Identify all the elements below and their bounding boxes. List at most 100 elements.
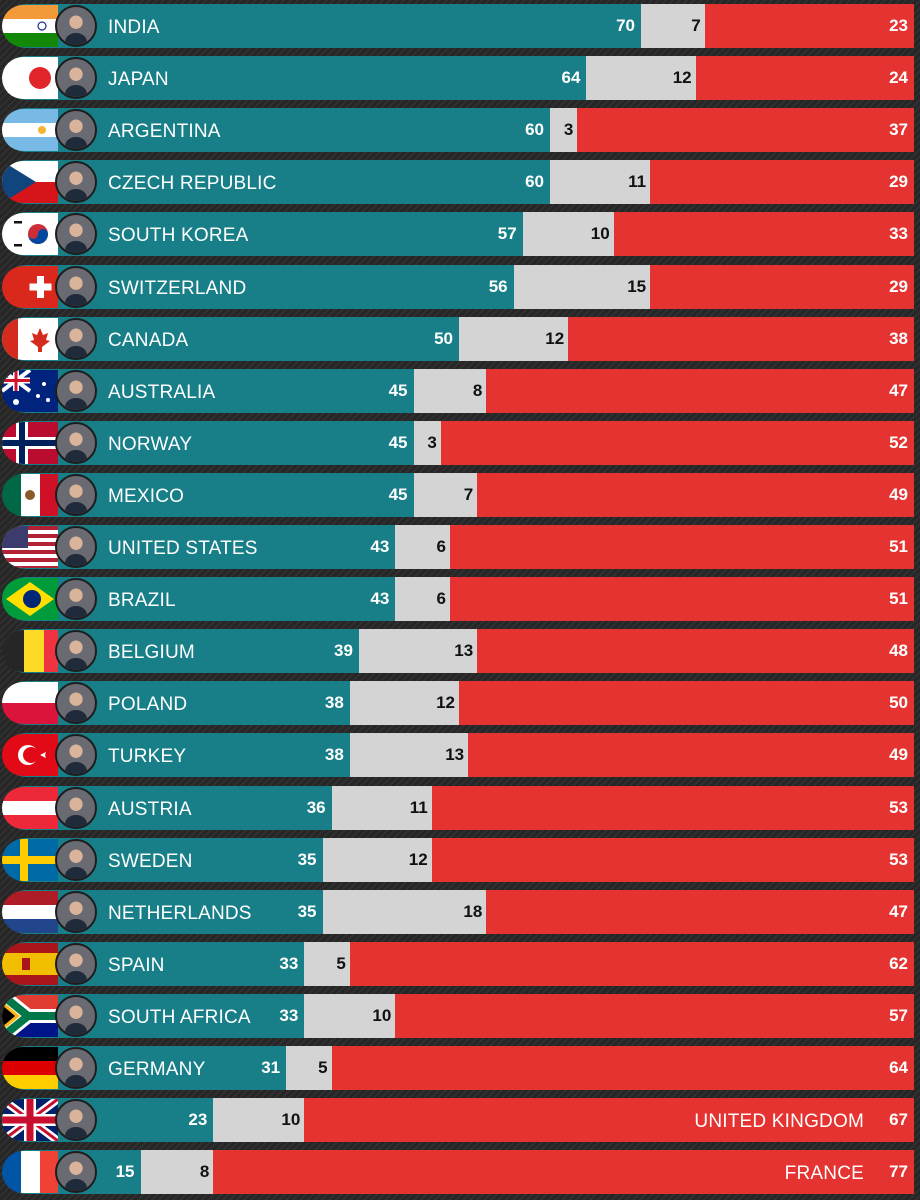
value-neutral: 10 bbox=[590, 224, 610, 244]
value-disapprove: 62 bbox=[889, 953, 908, 973]
value-disapprove: 67 bbox=[889, 1110, 908, 1130]
flag-canada-icon bbox=[2, 317, 58, 360]
value-disapprove: 51 bbox=[889, 537, 908, 556]
value-approve: 56 bbox=[488, 276, 508, 296]
chart-row: UNITED KINGDOM 23 10 67 bbox=[0, 1098, 920, 1143]
bar-disapprove bbox=[486, 889, 914, 934]
country-label: ARGENTINA bbox=[108, 121, 221, 143]
flag-norway-icon bbox=[2, 421, 58, 464]
country-label: SOUTH AFRICA bbox=[108, 1006, 251, 1028]
value-disapprove: 53 bbox=[889, 849, 908, 869]
leader-avatar bbox=[55, 630, 97, 673]
value-neutral: 13 bbox=[445, 745, 465, 765]
value-approve: 31 bbox=[261, 1058, 281, 1077]
value-approve: 45 bbox=[388, 484, 408, 504]
bar-approve bbox=[4, 4, 641, 48]
country-label: NETHERLANDS bbox=[108, 902, 252, 924]
flag-turkey-icon bbox=[2, 734, 58, 777]
flag-india-icon bbox=[2, 5, 58, 47]
value-approve: 36 bbox=[306, 797, 326, 817]
chart-row: MEXICO 45 7 49 bbox=[0, 472, 920, 517]
flag-switzerland-icon bbox=[2, 265, 58, 308]
country-label: SPAIN bbox=[108, 954, 165, 976]
bar-neutral bbox=[213, 1098, 305, 1143]
value-approve: 35 bbox=[297, 849, 317, 869]
value-disapprove: 49 bbox=[889, 484, 908, 504]
leader-avatar bbox=[55, 161, 97, 204]
value-approve: 38 bbox=[324, 745, 344, 765]
value-neutral: 5 bbox=[318, 1058, 328, 1077]
leader-avatar bbox=[55, 786, 97, 829]
value-disapprove: 38 bbox=[889, 328, 908, 348]
leader-avatar bbox=[55, 682, 97, 725]
value-neutral: 8 bbox=[472, 380, 483, 400]
chart-row: INDIA 70 7 23 bbox=[0, 4, 920, 48]
flag-southkorea-icon bbox=[2, 213, 58, 256]
chart-row: FRANCE 15 8 77 bbox=[0, 1150, 920, 1195]
flag-argentina-icon bbox=[2, 109, 58, 152]
bar-disapprove bbox=[613, 212, 914, 257]
value-neutral: 11 bbox=[409, 797, 428, 817]
leader-avatar bbox=[55, 994, 97, 1037]
bar-disapprove bbox=[695, 56, 914, 101]
chart-row: UNITED STATES 43 6 51 bbox=[0, 525, 920, 569]
chart-row: GERMANY 31 5 64 bbox=[0, 1046, 920, 1090]
bar-disapprove bbox=[331, 1046, 914, 1090]
flag-czech-icon bbox=[2, 161, 58, 204]
bar-disapprove bbox=[650, 160, 914, 205]
bar-neutral bbox=[140, 1150, 214, 1195]
value-neutral: 10 bbox=[372, 1005, 392, 1025]
value-approve: 33 bbox=[279, 1005, 299, 1025]
value-approve: 60 bbox=[525, 120, 544, 140]
bar-disapprove bbox=[477, 472, 914, 517]
value-approve: 38 bbox=[324, 693, 344, 713]
flag-australia-icon bbox=[2, 369, 58, 412]
chart-row: ARGENTINA 60 3 37 bbox=[0, 108, 920, 153]
bar-neutral bbox=[413, 472, 478, 517]
value-disapprove: 47 bbox=[889, 380, 908, 400]
leader-avatar bbox=[55, 734, 97, 777]
leader-avatar bbox=[55, 526, 97, 568]
bar-neutral bbox=[550, 108, 578, 153]
leader-avatar bbox=[55, 369, 97, 412]
flag-sweden-icon bbox=[2, 838, 58, 881]
bar-disapprove bbox=[477, 629, 914, 674]
flag-spain-icon bbox=[2, 942, 58, 985]
bar-disapprove bbox=[568, 316, 914, 361]
value-approve: 57 bbox=[497, 224, 517, 244]
flag-japan-icon bbox=[2, 57, 58, 100]
chart-row: SPAIN 33 5 62 bbox=[0, 941, 920, 986]
leader-avatar bbox=[55, 57, 97, 100]
country-label: TURKEY bbox=[108, 746, 187, 768]
value-approve: 35 bbox=[297, 901, 317, 921]
value-neutral: 7 bbox=[691, 16, 701, 35]
bar-disapprove bbox=[449, 577, 914, 622]
value-neutral: 10 bbox=[281, 1110, 301, 1130]
leader-avatar bbox=[55, 5, 97, 47]
leader-avatar bbox=[55, 578, 97, 621]
country-label: GERMANY bbox=[108, 1059, 206, 1080]
bar-disapprove bbox=[468, 733, 914, 778]
value-neutral: 18 bbox=[463, 901, 483, 921]
value-approve: 60 bbox=[525, 172, 544, 192]
flag-france-icon bbox=[2, 1151, 58, 1194]
chart-row: JAPAN 64 12 24 bbox=[0, 56, 920, 101]
bar-disapprove bbox=[449, 525, 914, 569]
value-neutral: 12 bbox=[436, 693, 455, 713]
leader-avatar bbox=[55, 265, 97, 308]
country-label: CZECH REPUBLIC bbox=[108, 173, 277, 195]
bar-disapprove bbox=[304, 1098, 914, 1143]
value-disapprove: 64 bbox=[889, 1058, 908, 1077]
bar-disapprove bbox=[704, 4, 914, 48]
value-neutral: 6 bbox=[436, 589, 446, 609]
flag-austria-icon bbox=[2, 786, 58, 829]
bar-neutral bbox=[395, 525, 450, 569]
value-approve: 23 bbox=[188, 1110, 208, 1130]
leader-avatar bbox=[55, 838, 97, 881]
value-approve: 43 bbox=[370, 537, 390, 556]
value-approve: 70 bbox=[616, 16, 635, 35]
country-label: JAPAN bbox=[108, 69, 169, 91]
chart-row: CZECH REPUBLIC 60 11 29 bbox=[0, 160, 920, 205]
chart-row: AUSTRIA 36 11 53 bbox=[0, 785, 920, 830]
leader-avatar bbox=[55, 421, 97, 464]
